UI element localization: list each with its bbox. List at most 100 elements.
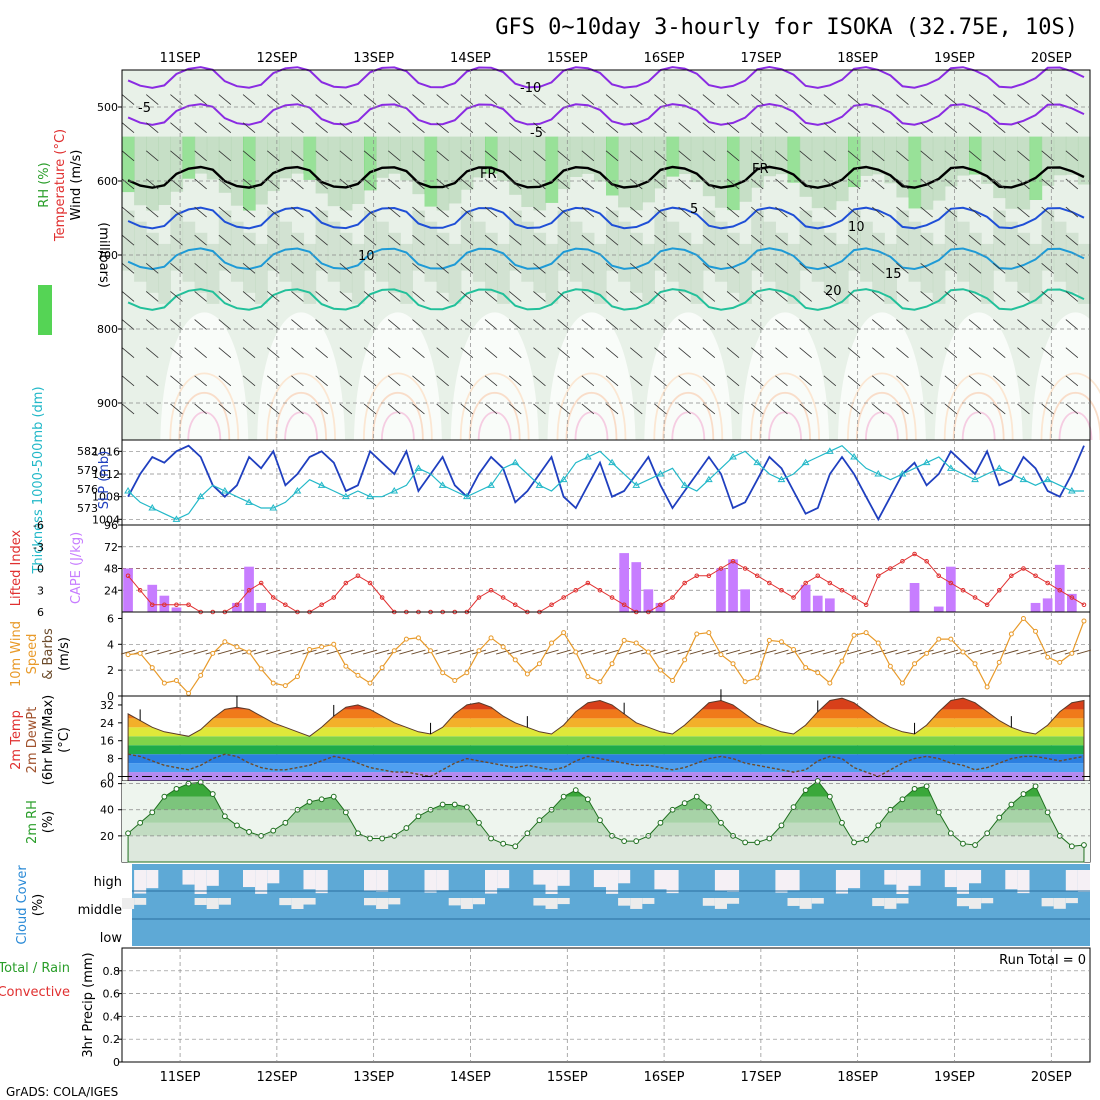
rh-shading [146, 136, 159, 211]
rh-point [911, 785, 918, 792]
wind-barb [775, 206, 788, 218]
wind-speed-point [536, 661, 542, 667]
thickness-point [704, 475, 713, 483]
thickness-point [1043, 475, 1052, 483]
rh-shading [787, 136, 801, 183]
wind-barb [170, 375, 183, 387]
rh-point [1068, 843, 1075, 850]
rh-shading [920, 232, 934, 293]
date-label-top: 18SEP [837, 51, 878, 66]
wind-barb [291, 122, 304, 134]
wind-barb [810, 649, 825, 655]
wind-barb [291, 263, 304, 274]
wind-barb [702, 291, 716, 302]
wind-barb [896, 375, 909, 387]
wind-barb [387, 403, 401, 415]
lifted-index-point [319, 602, 324, 608]
wind-barb [654, 150, 667, 162]
panel-profile: -10 -5 -5 FR FR 5 10 10 15 20 500 600 700 800 900 RH (%… [37, 65, 1100, 441]
wind-barb [339, 206, 353, 218]
rh-shading [739, 243, 752, 304]
wind-barb [121, 178, 135, 190]
wind-barb [896, 263, 909, 274]
wind-barb [581, 347, 595, 358]
cloud-high-bar [969, 870, 982, 884]
cloud-high-bar [182, 870, 195, 885]
contour-label: 10 [848, 220, 865, 235]
wind-speed-point [972, 661, 978, 667]
contour-label: FR [752, 162, 769, 177]
rh-shading [303, 243, 317, 304]
wind-barb [581, 263, 595, 274]
wind-barb [170, 291, 183, 302]
cloud-high-bar [146, 870, 159, 889]
wind-barb [992, 319, 1006, 330]
wind-barb [726, 178, 740, 190]
wind-barb [1017, 263, 1030, 274]
lifted-index-point [742, 566, 748, 571]
wind-speed-point [645, 649, 651, 655]
wind-barb [799, 178, 812, 190]
wind-barb [581, 375, 595, 387]
wind-barb [194, 122, 207, 134]
rh-shading [1053, 221, 1067, 282]
wind-barb [508, 347, 522, 358]
wind-barb [847, 291, 861, 302]
wind-barb [678, 347, 691, 358]
wind-barb [653, 649, 668, 655]
wind-speed-point [282, 683, 288, 689]
wind-barb [412, 150, 425, 162]
wind-barb [170, 150, 183, 162]
wind-speed-point [391, 648, 397, 654]
wind-barb [629, 206, 643, 218]
wind-barb [968, 206, 982, 218]
wind-barb [920, 375, 933, 387]
wind-barb [363, 403, 377, 415]
rh-shading [376, 136, 389, 178]
panel-precip: 0.8 0.6 0.4 0.2 0 Run Total = 0 Total / Rain Co… [0, 947, 1091, 1069]
wind-barb [823, 347, 837, 358]
wind-speed-point [827, 680, 833, 686]
wind-barb [145, 347, 159, 358]
wind-barb [1017, 291, 1030, 302]
wind-barb [1040, 649, 1055, 655]
temperature-band [128, 727, 1085, 737]
wind-barb [678, 206, 691, 218]
wind-barb [145, 122, 159, 134]
cloud-middle-bar [206, 898, 219, 909]
axis-label: Convective [0, 985, 70, 1000]
thickness-point [293, 487, 302, 494]
wind-speed-point [270, 680, 276, 686]
cloud-high-bar [775, 870, 788, 893]
rh-shading [279, 221, 292, 282]
rh-shading [884, 136, 897, 184]
thickness-point [801, 458, 810, 466]
temperature-band [128, 763, 1085, 773]
thickness-point [462, 492, 471, 500]
wind-barb [992, 150, 1006, 162]
cape-bar [631, 562, 642, 612]
rh-shading [581, 136, 595, 174]
wind-barb [193, 649, 208, 655]
wind-barb [218, 403, 232, 415]
wind-barb [968, 122, 982, 134]
rh-shading [533, 136, 547, 211]
rh-shading [811, 221, 825, 282]
wind-barb [678, 178, 691, 190]
thickness-point [825, 447, 834, 454]
wind-barb [266, 291, 280, 302]
wind-barb [1017, 403, 1030, 415]
wind-speed-point [960, 649, 966, 655]
rh-shading [956, 136, 970, 176]
lifted-index-point [803, 580, 808, 586]
rh-shading [485, 232, 498, 293]
wind-barb [726, 234, 740, 246]
tick-label: 0 [113, 1056, 120, 1069]
wind-barb [145, 94, 159, 105]
tick-label: 32 [100, 699, 114, 712]
rh-point [621, 838, 628, 844]
lifted-index-point [500, 595, 506, 600]
dry-boundary-layer [741, 312, 830, 440]
thickness-point [777, 475, 786, 483]
